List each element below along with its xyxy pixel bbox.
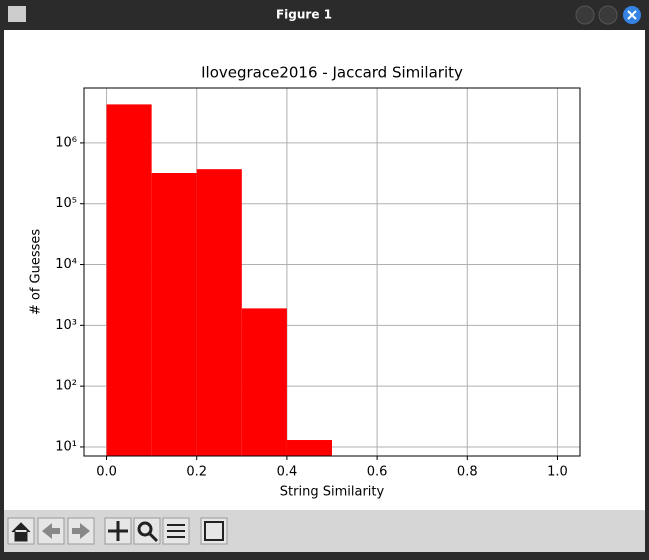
minimize-button[interactable] xyxy=(575,5,595,25)
toolbar xyxy=(4,510,645,552)
y-tick-label: 10³ xyxy=(55,318,77,333)
y-tick-label: 10¹ xyxy=(55,439,77,454)
title-bar xyxy=(0,0,649,30)
bar xyxy=(241,308,287,456)
figure xyxy=(4,30,645,510)
axes-frame xyxy=(83,87,581,457)
forward-icon xyxy=(72,523,90,539)
y-tick-label: 10² xyxy=(55,379,77,394)
bar xyxy=(286,440,332,456)
x-tick-label: 0.8 xyxy=(457,465,478,480)
maximize-button[interactable] xyxy=(598,5,618,25)
save-icon xyxy=(204,521,224,541)
x-axis-label: String Similarity xyxy=(280,485,385,500)
toolbar-buttons xyxy=(7,517,228,545)
y-tick-label: 10⁶ xyxy=(55,135,77,150)
bar xyxy=(151,173,197,456)
bar xyxy=(196,169,242,456)
window-title: Figure 1 xyxy=(276,8,332,22)
x-tick-label: 0.6 xyxy=(367,465,388,480)
y-tick-label: 10⁵ xyxy=(55,196,77,211)
bar xyxy=(106,104,152,457)
zoom-icon-handle xyxy=(147,531,159,543)
x-tick-label: 0.4 xyxy=(277,465,298,480)
close-icon xyxy=(627,10,637,20)
x-tick-label: 0.2 xyxy=(186,465,207,480)
back-icon xyxy=(42,523,60,539)
plot: 10¹ 10² 10³ 10⁴ 10⁵ 10⁶ 0.0 0.2 0.4 0.6 0.8 1.0 xyxy=(55,87,581,480)
y-tick-label: 10⁴ xyxy=(55,257,77,272)
zoom-icon xyxy=(137,521,153,537)
home-icon xyxy=(11,522,31,542)
configure-icon xyxy=(167,524,185,538)
x-tick-label: 1.0 xyxy=(547,465,568,480)
y-axis-label: # of Guesses xyxy=(29,229,44,316)
app-icon xyxy=(8,6,26,22)
chart-title: Ilovegrace2016 - Jaccard Similarity xyxy=(201,64,463,82)
x-tick-label: 0.0 xyxy=(96,465,117,480)
pan-icon xyxy=(108,521,128,541)
